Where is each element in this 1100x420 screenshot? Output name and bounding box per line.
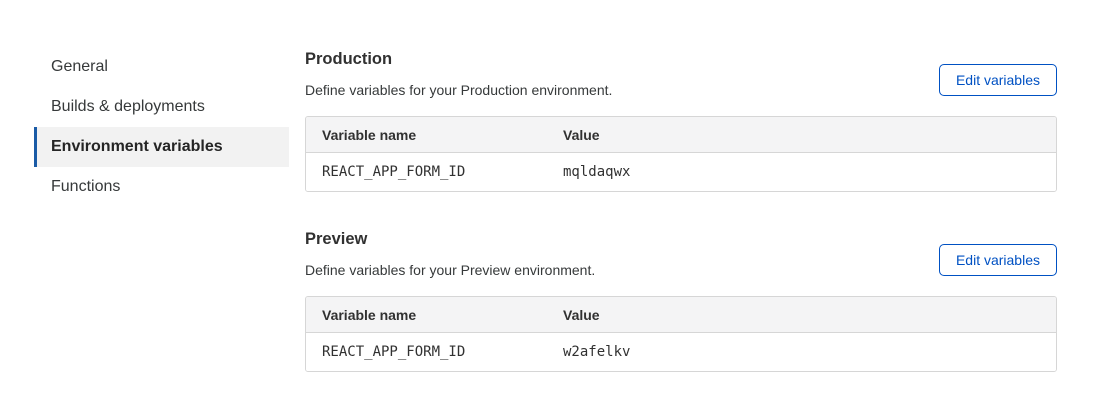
table-row: REACT_APP_FORM_ID mqldaqwx — [306, 153, 1056, 191]
production-section: Production Define variables for your Pro… — [305, 50, 1057, 192]
sidebar-item-environment-variables[interactable]: Environment variables — [34, 127, 289, 167]
column-header-value: Value — [563, 306, 600, 323]
section-title: Production — [305, 50, 393, 68]
sidebar-item-builds-deployments[interactable]: Builds & deployments — [34, 87, 289, 127]
sidebar-item-label: Builds & deployments — [51, 98, 205, 115]
sidebar-item-general[interactable]: General — [34, 47, 289, 87]
sidebar-item-label: General — [51, 58, 108, 75]
section-description: Define variables for your Production env… — [305, 82, 613, 98]
edit-variables-button[interactable]: Edit variables — [938, 64, 1057, 96]
sidebar-item-label: Environment variables — [51, 138, 223, 155]
table-header-row: Variable name Value — [306, 297, 1056, 333]
section-description: Define variables for your Preview enviro… — [305, 262, 596, 278]
sidebar-item-functions[interactable]: Functions — [34, 167, 289, 207]
variable-name-cell: REACT_APP_FORM_ID — [322, 164, 466, 180]
column-header-variable-name: Variable name — [322, 126, 417, 143]
edit-variables-button[interactable]: Edit variables — [938, 244, 1057, 276]
sidebar-item-label: Functions — [51, 178, 121, 195]
table-row: REACT_APP_FORM_ID w2afelkv — [306, 333, 1056, 371]
column-header-value: Value — [563, 126, 600, 143]
variable-value-cell: mqldaqwx — [563, 164, 631, 180]
table-header-row: Variable name Value — [306, 117, 1056, 153]
variable-value-cell: w2afelkv — [563, 344, 631, 360]
environment-variables-panel: Production Define variables for your Pro… — [305, 50, 1057, 372]
preview-section: Preview Define variables for your Previe… — [305, 230, 1057, 372]
variables-table: Variable name Value REACT_APP_FORM_ID w2… — [305, 296, 1057, 372]
section-title: Preview — [305, 230, 368, 248]
variables-table: Variable name Value REACT_APP_FORM_ID mq… — [305, 116, 1057, 192]
column-header-variable-name: Variable name — [322, 306, 417, 323]
variable-name-cell: REACT_APP_FORM_ID — [322, 344, 466, 360]
settings-sidebar: General Builds & deployments Environment… — [34, 47, 289, 207]
